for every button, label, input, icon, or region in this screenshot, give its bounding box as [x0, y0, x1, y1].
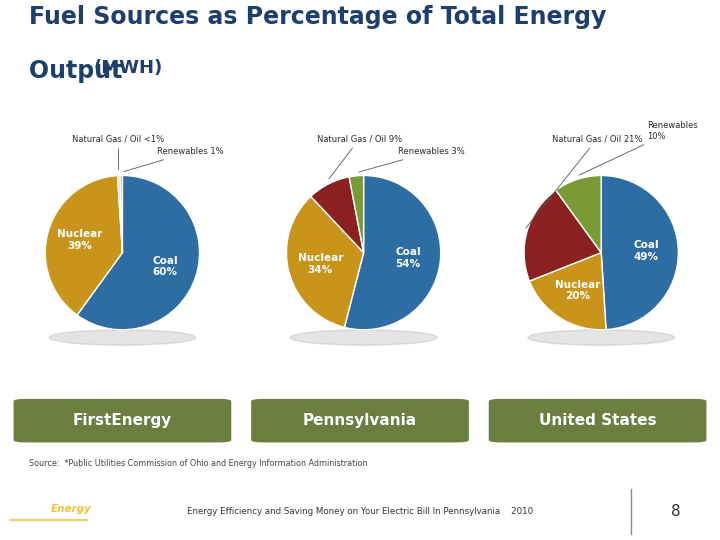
Text: Renewables 3%: Renewables 3% [359, 147, 465, 172]
Text: Renewables 1%: Renewables 1% [124, 147, 224, 172]
Text: United States: United States [539, 413, 657, 428]
Wedge shape [287, 197, 364, 327]
Wedge shape [529, 253, 606, 330]
FancyBboxPatch shape [251, 399, 469, 442]
Text: Pennsylvania: Pennsylvania [303, 413, 417, 428]
Text: Fuel Sources as Percentage of Total Energy: Fuel Sources as Percentage of Total Ener… [29, 5, 606, 29]
FancyBboxPatch shape [489, 399, 706, 442]
Wedge shape [556, 176, 601, 253]
Text: Energy Efficiency and Saving Money on Your Electric Bill In Pennsylvania    2010: Energy Efficiency and Saving Money on Yo… [187, 507, 533, 516]
Wedge shape [601, 176, 678, 329]
Text: FirstEnergy: FirstEnergy [73, 413, 172, 428]
Text: Natural Gas / Oil 9%: Natural Gas / Oil 9% [318, 134, 402, 179]
Text: Output: Output [29, 59, 130, 83]
Ellipse shape [528, 330, 675, 345]
Wedge shape [311, 177, 364, 253]
Text: First: First [22, 504, 49, 514]
Text: 8: 8 [672, 504, 681, 519]
Text: Nuclear
20%: Nuclear 20% [554, 280, 600, 301]
Ellipse shape [290, 330, 437, 345]
Text: Source:  *Public Utilities Commission of Ohio and Energy Information Administrat: Source: *Public Utilities Commission of … [29, 458, 367, 468]
Text: Coal
49%: Coal 49% [633, 240, 659, 262]
Text: Natural Gas / Oil 21%: Natural Gas / Oil 21% [526, 134, 642, 228]
Wedge shape [344, 176, 441, 330]
Text: Natural Gas / Oil <1%: Natural Gas / Oil <1% [73, 134, 165, 170]
Wedge shape [120, 176, 122, 253]
Ellipse shape [49, 330, 196, 345]
Text: Energy: Energy [50, 504, 91, 514]
Wedge shape [524, 190, 601, 281]
Text: Nuclear
39%: Nuclear 39% [57, 230, 102, 251]
Wedge shape [349, 176, 364, 253]
Text: Nuclear
34%: Nuclear 34% [297, 253, 343, 274]
Text: Renewables
10%: Renewables 10% [579, 122, 698, 175]
Wedge shape [77, 176, 199, 330]
Wedge shape [45, 176, 122, 315]
FancyBboxPatch shape [14, 399, 231, 442]
Text: (MWH): (MWH) [93, 59, 162, 77]
Wedge shape [117, 176, 122, 253]
Text: Coal
54%: Coal 54% [395, 247, 420, 269]
Text: Coal
60%: Coal 60% [152, 255, 178, 277]
